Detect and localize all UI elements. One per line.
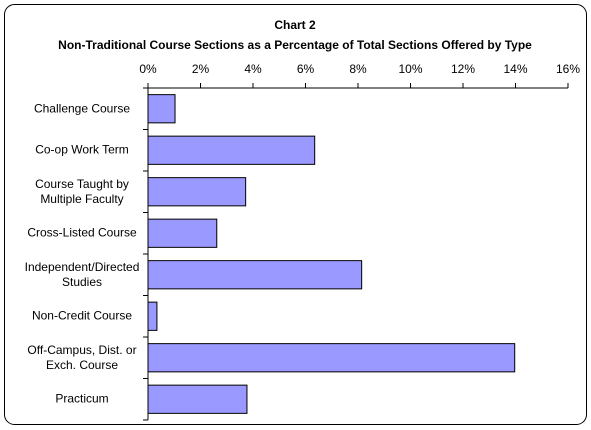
y-tick-label: Challenge Course bbox=[33, 101, 131, 116]
x-tick-label: 4% bbox=[244, 62, 262, 76]
y-tick-label: Independent/Directed Studies bbox=[24, 259, 140, 289]
y-tick-label: Cross-Listed Course bbox=[27, 225, 137, 240]
x-tick-label: 14% bbox=[503, 62, 527, 76]
bar bbox=[147, 301, 158, 331]
bar bbox=[147, 260, 363, 290]
chart-subtitle: Non-Traditional Course Sections as a Per… bbox=[58, 38, 532, 52]
bar bbox=[147, 218, 218, 248]
chart-title: Chart 2 bbox=[274, 18, 316, 32]
x-tick-label: 0% bbox=[139, 62, 157, 76]
y-tick-label: Course Taught by Multiple Faculty bbox=[35, 176, 129, 206]
x-tick-label: 10% bbox=[398, 62, 422, 76]
bar bbox=[147, 177, 247, 207]
x-tick-label: 12% bbox=[451, 62, 475, 76]
x-tick-label: 16% bbox=[556, 62, 580, 76]
y-tick-label: Co-op Work Term bbox=[35, 142, 129, 157]
y-tick-label: Non-Credit Course bbox=[31, 308, 133, 323]
bar bbox=[147, 384, 248, 414]
bar bbox=[147, 343, 516, 373]
x-tick-label: 2% bbox=[192, 62, 210, 76]
bar bbox=[147, 94, 176, 124]
y-tick-label: Practicum bbox=[55, 391, 109, 406]
y-tick-label: Off-Campus, Dist. or Exch. Course bbox=[27, 342, 137, 372]
x-tick-label: 8% bbox=[349, 62, 367, 76]
x-tick-label: 6% bbox=[297, 62, 315, 76]
bar bbox=[147, 135, 316, 165]
